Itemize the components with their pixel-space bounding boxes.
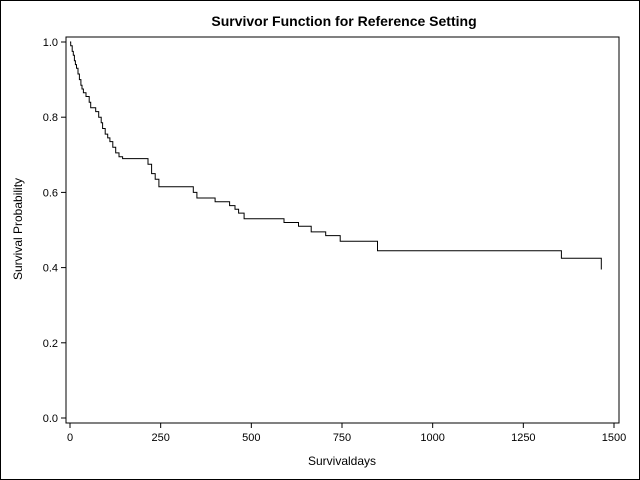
- survival-step-line: [70, 41, 602, 270]
- y-tick-label: 0.8: [43, 112, 58, 124]
- plot-area: [65, 36, 620, 424]
- y-tick-label: 0.2: [43, 338, 58, 350]
- chart-title: Survivor Function for Reference Setting: [211, 13, 476, 29]
- x-tick-label: 500: [242, 432, 260, 444]
- y-tick-label: 0.6: [43, 187, 58, 199]
- y-axis-label: Survival Probability: [11, 178, 25, 280]
- series-group: [70, 41, 602, 270]
- x-axis-ticks: 0 250 500 750 1000 1250 1500: [67, 423, 626, 444]
- x-tick-label: 0: [67, 432, 73, 444]
- y-tick-label: 0.4: [43, 263, 58, 275]
- y-tick-label: 0.0: [43, 413, 58, 425]
- x-tick-label: 1250: [511, 432, 535, 444]
- x-tick-label: 1500: [602, 432, 626, 444]
- x-tick-label: 1000: [420, 432, 444, 444]
- x-tick-label: 750: [333, 432, 351, 444]
- y-axis-ticks: 0.0 0.2 0.4 0.6 0.8 1.0: [43, 37, 66, 425]
- x-tick-label: 250: [151, 432, 169, 444]
- x-axis-label: Survivaldays: [308, 454, 376, 468]
- y-tick-label: 1.0: [43, 37, 58, 49]
